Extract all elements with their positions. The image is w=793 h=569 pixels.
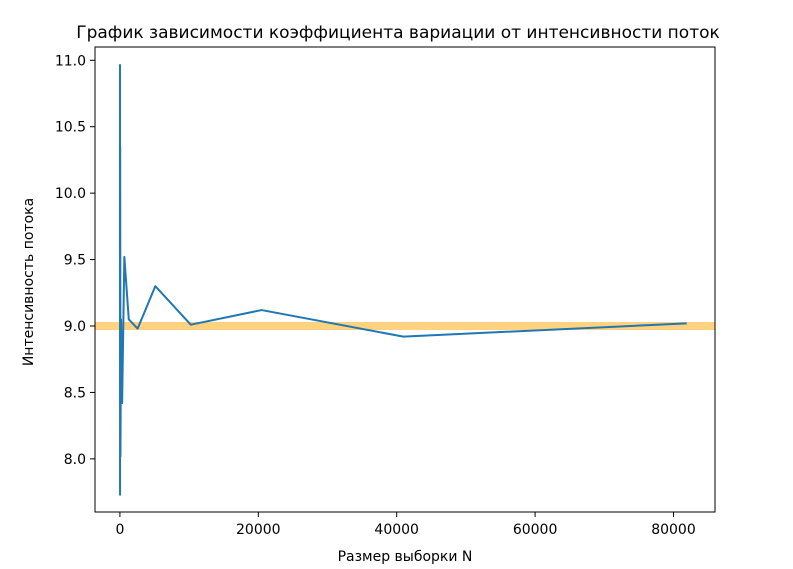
chart-title: График зависимости коэффициента вариации…	[76, 23, 720, 43]
x-tick-label: 40000	[374, 522, 419, 538]
x-tick-label: 0	[115, 522, 124, 538]
x-tick-label: 80000	[651, 522, 696, 538]
x-axis: 0 20000 40000 60000 80000	[115, 512, 696, 538]
x-tick-label: 20000	[236, 522, 281, 538]
y-tick-label: 10.0	[55, 186, 86, 202]
plot-frame	[94, 46, 716, 513]
y-axis: 8.0 8.5 9.0 9.5 10.0 10.5 11.0	[55, 53, 95, 468]
y-tick-label: 9.5	[64, 253, 86, 269]
y-tick-label: 8.5	[64, 385, 86, 401]
series-line	[118, 64, 687, 496]
y-tick-label: 11.0	[55, 53, 86, 69]
y-tick-label: 10.5	[55, 120, 86, 136]
y-tick-label: 9.0	[64, 319, 86, 335]
y-axis-title: Интенсивность потока	[21, 198, 37, 366]
x-tick-label: 60000	[513, 522, 558, 538]
plot-area	[95, 64, 715, 496]
y-tick-label: 8.0	[64, 452, 86, 468]
series-0	[118, 64, 687, 496]
x-axis-title: Размер выборки N	[338, 549, 473, 565]
